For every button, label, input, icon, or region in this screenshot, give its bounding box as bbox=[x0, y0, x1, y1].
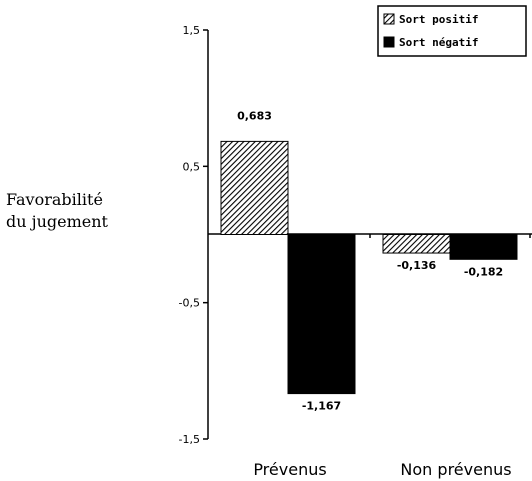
category-label-non-prevenus: Non prévenus bbox=[400, 460, 511, 479]
y-axis-ticks: 1,5 0,5 -0,5 -1,5 bbox=[179, 24, 531, 446]
bar-sort-negatif-non-prevenus bbox=[449, 234, 518, 260]
y-axis-label-line-2: du jugement bbox=[6, 212, 109, 231]
y-axis-label-line-1: Favorabilité bbox=[6, 190, 103, 209]
bar-sort-positif-non-prevenus bbox=[382, 234, 451, 254]
legend-swatch-sort-negatif bbox=[383, 36, 395, 48]
y-tick-label: 1,5 bbox=[183, 24, 201, 37]
data-label: -0,182 bbox=[464, 265, 503, 278]
bar-sort-negatif-prevenus bbox=[287, 234, 356, 395]
y-tick-label: 0,5 bbox=[183, 160, 201, 173]
legend-label-sort-negatif: Sort négatif bbox=[399, 36, 478, 49]
legend-box bbox=[377, 5, 527, 57]
y-axis-label: Favorabilité du jugement bbox=[6, 190, 109, 231]
legend-swatch-sort-positif bbox=[383, 13, 395, 25]
y-tick-label: -1,5 bbox=[179, 433, 200, 446]
category-label-prevenus: Prévenus bbox=[253, 460, 326, 479]
data-label: -1,167 bbox=[302, 400, 341, 413]
data-label: -0,136 bbox=[397, 259, 437, 272]
bars bbox=[220, 140, 518, 395]
y-tick-label: -0,5 bbox=[179, 297, 200, 310]
legend: Sort positif Sort négatif bbox=[377, 5, 527, 57]
data-labels: 0,683 -1,167 -0,136 -0,182 bbox=[237, 109, 503, 412]
bar-sort-positif-prevenus bbox=[220, 140, 289, 236]
legend-label-sort-positif: Sort positif bbox=[399, 13, 478, 26]
data-label: 0,683 bbox=[237, 109, 272, 122]
